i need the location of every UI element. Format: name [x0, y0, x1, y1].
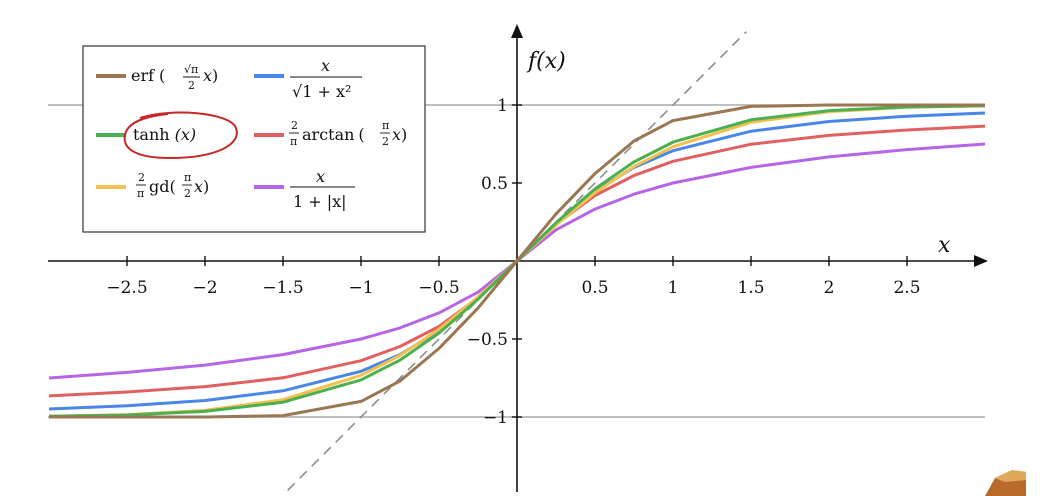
legend-arctan-two2: 2: [382, 135, 389, 148]
corner-object: [985, 470, 1026, 496]
x-tick-label: 2.5: [893, 278, 920, 298]
x-tick-label: −1: [348, 278, 373, 298]
legend-gd-arg: x): [194, 177, 209, 196]
series-layer: [48, 103, 986, 419]
y-tick-label: −1: [483, 408, 508, 428]
x-tick-label: −2.5: [106, 278, 147, 298]
legend-label-erf: erf(: [131, 66, 165, 85]
legend-arctan-arg: x): [392, 125, 407, 144]
legend-erf-two: 2: [188, 79, 195, 92]
y-ticks: 1 0.5 −0.5 −1: [467, 96, 522, 428]
x-axis-label: x: [938, 233, 951, 258]
x-tick-label: 2: [824, 278, 835, 298]
x-ticks: −2.5 −2 −1.5 −1 −0.5 0.5 1 1.5 2 2.5: [106, 256, 921, 298]
x-tick-label: −0.5: [418, 278, 459, 298]
series-line-erf: [49, 103, 985, 419]
x-tick-label: 1: [668, 278, 679, 298]
legend-arctan-pi: π: [290, 135, 297, 148]
x-tick-label: 0.5: [581, 278, 608, 298]
y-tick-label: 1: [497, 96, 508, 116]
legend-gd-pi: π: [137, 187, 144, 200]
legend-sqrt-denominator: √1 + x²: [292, 82, 351, 101]
legend-label-arctan: arctan(: [302, 125, 365, 144]
legend-arctan-pi2: π: [382, 119, 389, 132]
y-axis-label: f(x): [526, 49, 566, 74]
legend: erf( √π 2 x) x √1 + x² tanh (x) 2 π arcta…: [82, 45, 426, 233]
x-tick-label: −1.5: [262, 278, 303, 298]
legend-abs-denominator: 1 + |x|: [293, 192, 347, 211]
legend-gd-pi2: π: [184, 171, 191, 184]
y-tick-label: 0.5: [481, 174, 508, 194]
legend-label-tanh: tanh (x): [133, 125, 196, 144]
y-tick-label: −0.5: [467, 330, 508, 350]
x-tick-label: −2: [192, 278, 217, 298]
legend-gd-two2: 2: [184, 187, 191, 200]
legend-label-gd: gd(: [149, 177, 176, 196]
hand-drawn-circle-annotation: [123, 111, 238, 160]
legend-arctan-two: 2: [291, 119, 298, 132]
legend-erf-arg: x): [203, 66, 218, 85]
legend-erf-sqrt-pi: √π: [184, 63, 198, 76]
x-tick-label: 1.5: [737, 278, 764, 298]
legend-gd-two: 2: [138, 171, 145, 184]
x-axis-arrow: [974, 255, 988, 267]
legend-abs-numerator: x: [316, 167, 325, 186]
legend-sqrt-numerator: x: [321, 56, 330, 75]
y-axis-arrow: [511, 24, 523, 38]
